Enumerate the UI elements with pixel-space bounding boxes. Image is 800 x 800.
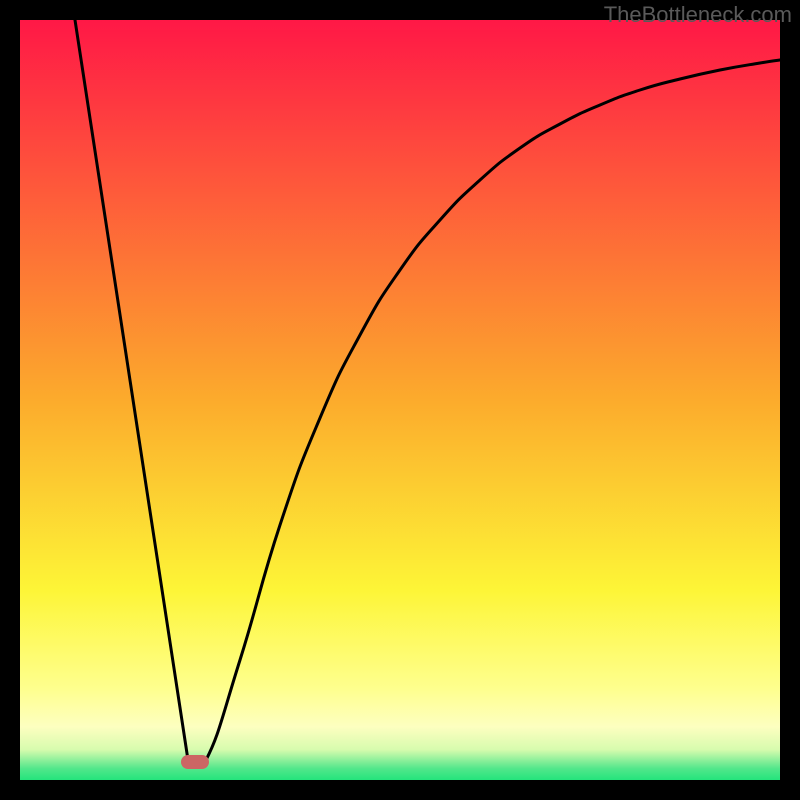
- optimal-marker: [181, 755, 209, 769]
- bottleneck-curve: [20, 20, 780, 780]
- chart-frame: TheBottleneck.com: [0, 0, 800, 800]
- plot-area: [20, 20, 780, 780]
- watermark-text: TheBottleneck.com: [604, 2, 792, 28]
